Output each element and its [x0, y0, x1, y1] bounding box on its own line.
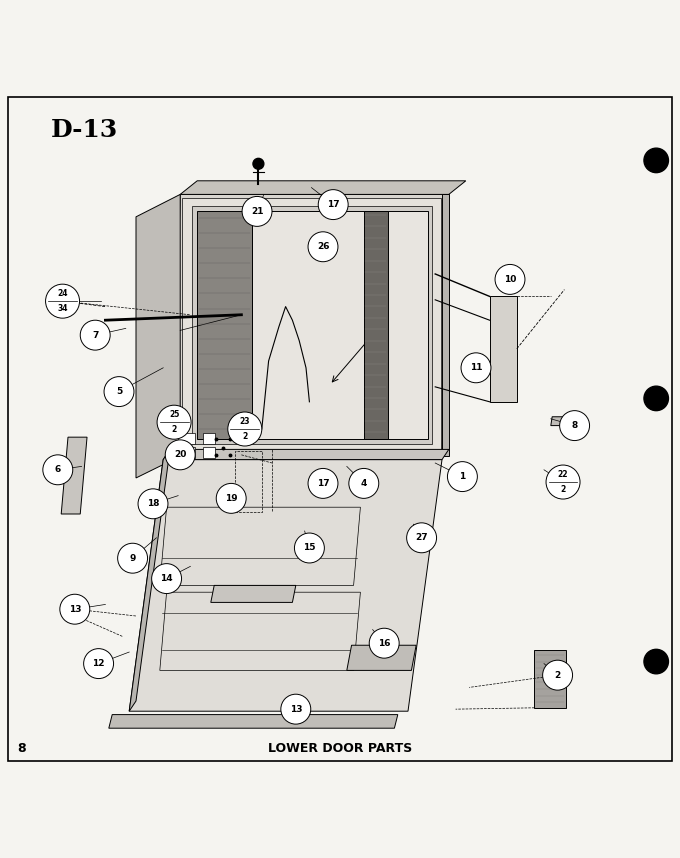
Text: 34: 34 — [57, 305, 68, 313]
Polygon shape — [173, 195, 449, 456]
Circle shape — [560, 411, 590, 440]
Text: 8: 8 — [571, 421, 578, 430]
Circle shape — [152, 564, 182, 594]
Text: 21: 21 — [251, 207, 263, 216]
Text: 1: 1 — [459, 472, 466, 481]
Circle shape — [447, 462, 477, 492]
Text: D-13: D-13 — [51, 118, 118, 142]
Text: 16: 16 — [378, 638, 390, 648]
Text: 11: 11 — [470, 363, 482, 372]
Circle shape — [495, 264, 525, 294]
Circle shape — [60, 595, 90, 624]
Polygon shape — [136, 195, 180, 478]
Text: 2: 2 — [554, 671, 561, 680]
Polygon shape — [364, 211, 388, 439]
Circle shape — [644, 148, 668, 172]
Circle shape — [644, 386, 668, 411]
Text: 10: 10 — [504, 275, 516, 284]
Polygon shape — [182, 198, 441, 453]
Circle shape — [104, 377, 134, 407]
Circle shape — [281, 694, 311, 724]
Text: 23: 23 — [239, 417, 250, 426]
Text: 6: 6 — [54, 465, 61, 474]
Circle shape — [308, 232, 338, 262]
Text: 2: 2 — [560, 485, 566, 494]
Circle shape — [138, 489, 168, 519]
Polygon shape — [129, 460, 442, 711]
Circle shape — [84, 649, 114, 679]
Text: 26: 26 — [317, 242, 329, 251]
Text: 9: 9 — [129, 553, 136, 563]
Circle shape — [253, 159, 264, 169]
Polygon shape — [442, 195, 449, 456]
Polygon shape — [192, 206, 432, 444]
Bar — [178, 447, 195, 457]
Circle shape — [546, 465, 580, 499]
Polygon shape — [129, 450, 170, 711]
Polygon shape — [109, 715, 398, 728]
Polygon shape — [180, 181, 466, 195]
Circle shape — [461, 353, 491, 383]
Polygon shape — [534, 650, 566, 708]
Text: 12: 12 — [92, 659, 105, 668]
Bar — [178, 433, 195, 444]
Polygon shape — [61, 438, 87, 514]
Text: 27: 27 — [415, 534, 428, 542]
Circle shape — [294, 533, 324, 563]
Polygon shape — [197, 211, 252, 439]
Circle shape — [318, 190, 348, 220]
Circle shape — [543, 660, 573, 690]
Text: 17: 17 — [327, 200, 339, 209]
Text: 18: 18 — [147, 499, 159, 508]
Text: 25: 25 — [169, 410, 180, 419]
Text: 14: 14 — [160, 574, 173, 583]
Text: 2: 2 — [171, 426, 177, 434]
Text: 22: 22 — [558, 470, 568, 479]
Polygon shape — [347, 645, 416, 670]
Text: 4: 4 — [360, 479, 367, 488]
Circle shape — [216, 483, 246, 513]
Text: 15: 15 — [303, 543, 316, 553]
Text: 17: 17 — [317, 479, 329, 488]
Text: 13: 13 — [69, 605, 81, 613]
Circle shape — [43, 455, 73, 485]
Text: 5: 5 — [116, 387, 122, 396]
Bar — [203, 433, 215, 444]
Circle shape — [46, 284, 80, 318]
Text: 24: 24 — [57, 289, 68, 298]
Text: 7: 7 — [92, 330, 99, 340]
Circle shape — [157, 405, 191, 439]
Polygon shape — [551, 417, 573, 426]
Circle shape — [165, 440, 195, 470]
Text: 19: 19 — [225, 494, 237, 503]
Polygon shape — [490, 296, 517, 402]
Text: 20: 20 — [174, 450, 186, 459]
Polygon shape — [211, 585, 296, 602]
Polygon shape — [163, 450, 449, 460]
Bar — [203, 447, 215, 457]
Text: 2: 2 — [242, 432, 248, 441]
Circle shape — [644, 650, 668, 674]
Text: LOWER DOOR PARTS: LOWER DOOR PARTS — [268, 742, 412, 755]
Circle shape — [407, 523, 437, 553]
Text: 8: 8 — [17, 742, 26, 755]
Circle shape — [369, 628, 399, 658]
Circle shape — [118, 543, 148, 573]
Circle shape — [349, 468, 379, 498]
Circle shape — [80, 320, 110, 350]
Circle shape — [242, 196, 272, 227]
Circle shape — [308, 468, 338, 498]
Text: 13: 13 — [290, 704, 302, 714]
Polygon shape — [252, 211, 428, 439]
Circle shape — [228, 412, 262, 446]
